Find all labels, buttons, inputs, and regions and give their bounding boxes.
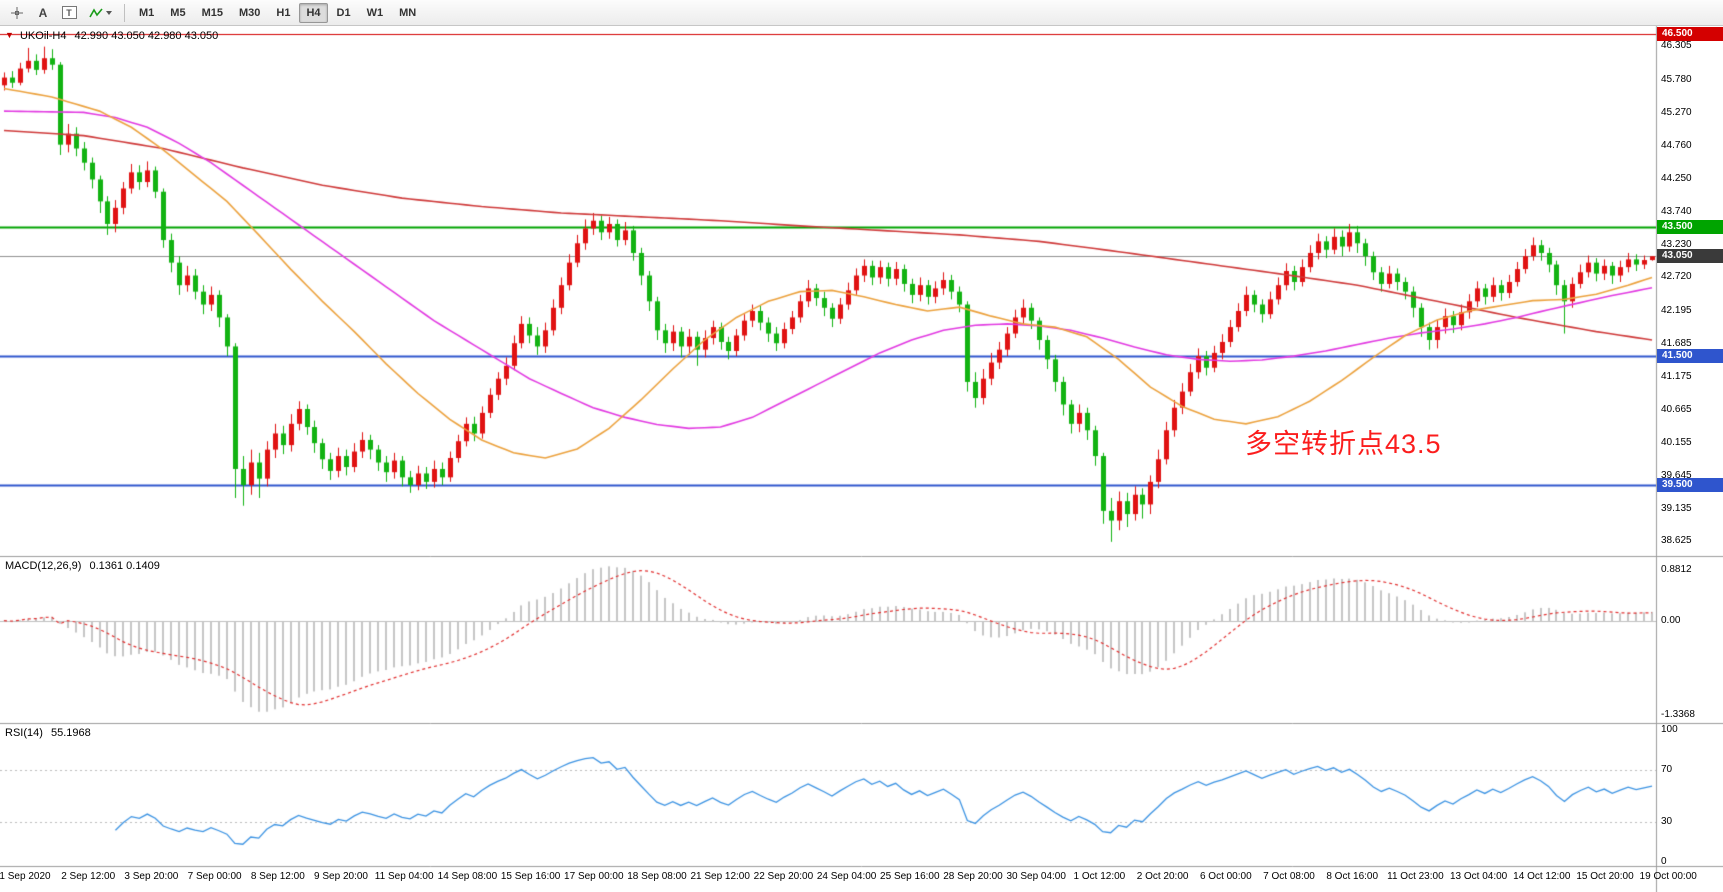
timeframe-button-m1[interactable]: M1 [139, 6, 155, 19]
text-box-icon: T [61, 6, 77, 19]
timeframe-button-m5[interactable]: M5 [170, 6, 186, 19]
timeframe-button-mn[interactable]: MN [399, 6, 417, 19]
text-box-tool[interactable]: T [57, 2, 81, 24]
chevron-down-icon [105, 10, 112, 15]
timeframe-button-w1[interactable]: W1 [366, 6, 384, 19]
timeframe-button-h1[interactable]: H1 [276, 6, 291, 19]
text-label-glyph: A [38, 5, 48, 20]
text-label-tool[interactable]: A [31, 2, 55, 24]
timeframe-button-m15[interactable]: M15 [201, 6, 223, 19]
timeframe-button-group: M1 M5 M15 M30 H1 H4 D1 W1 MN [131, 2, 424, 23]
indicator-line-icon [88, 7, 103, 17]
toolbar: A T M1 M5 M15 M30 H1 H4 D1 W1 MN [0, 0, 1723, 26]
crosshair-icon[interactable] [5, 2, 29, 24]
toolbar-separator [124, 3, 125, 22]
timeframe-button-m30[interactable]: M30 [238, 6, 261, 19]
indicators-dropdown[interactable] [83, 2, 117, 24]
timeframe-button-d1[interactable]: D1 [336, 6, 351, 19]
timeframe-button-h4[interactable]: H4 [299, 2, 328, 23]
